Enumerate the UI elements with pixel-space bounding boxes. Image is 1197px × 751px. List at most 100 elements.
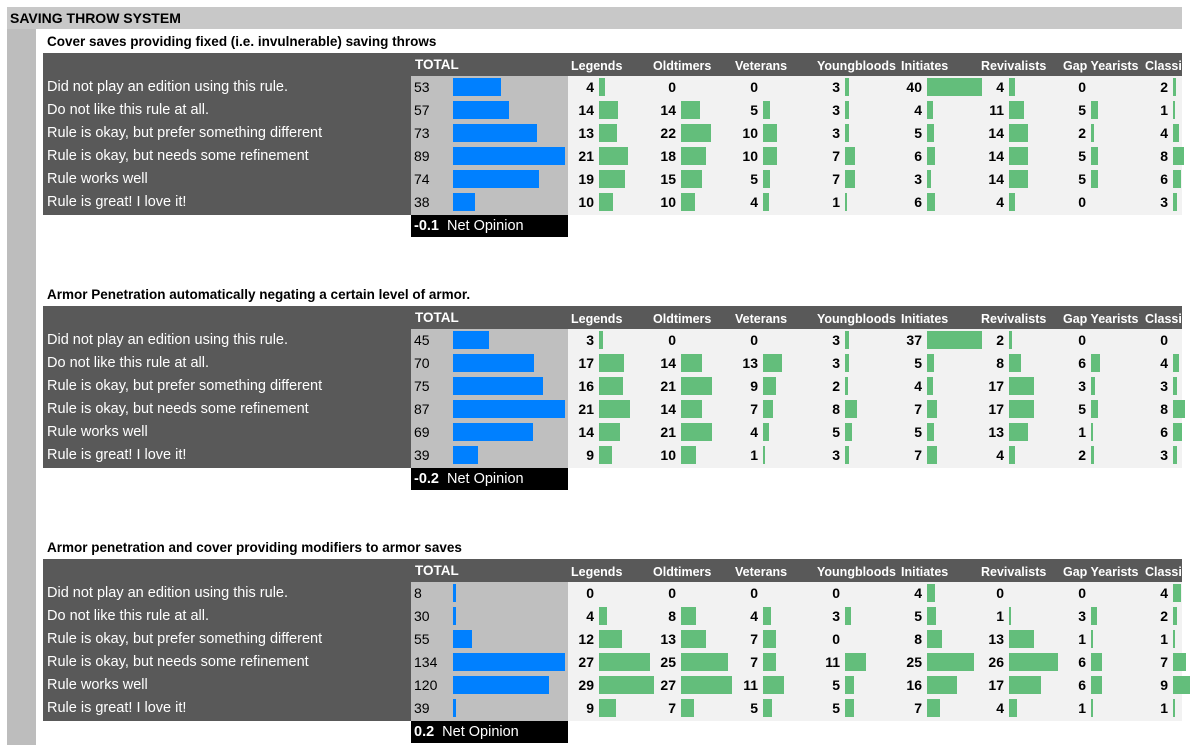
- group-value: 2: [996, 332, 1004, 348]
- group-bar: [681, 423, 713, 441]
- total-bar: [453, 354, 535, 372]
- group-header-revivalists: Revivalists: [981, 565, 1047, 579]
- group-bar: [599, 653, 651, 671]
- group-bar: [763, 147, 777, 165]
- total-value: 8: [414, 585, 422, 601]
- group-header-revivalists: Revivalists: [981, 59, 1047, 73]
- group-value: 22: [660, 125, 676, 141]
- header-bar: [411, 559, 1182, 582]
- group-value: 0: [750, 79, 758, 95]
- total-bar: [453, 584, 456, 602]
- group-bar: [1173, 630, 1175, 648]
- total-value: 39: [414, 447, 430, 463]
- group-bar: [1009, 78, 1015, 96]
- group-value: 7: [914, 700, 922, 716]
- group-value: 8: [668, 608, 676, 624]
- group-bar: [763, 607, 771, 625]
- group-bar: [1173, 124, 1179, 142]
- total-header: TOTAL: [415, 310, 459, 325]
- group-bar: [763, 423, 769, 441]
- group-bar: [1091, 124, 1094, 142]
- row-label: Rule works well: [47, 171, 148, 187]
- group-value: 4: [996, 194, 1004, 210]
- total-bar: [453, 377, 544, 395]
- group-value: 7: [668, 700, 676, 716]
- group-value: 27: [660, 677, 676, 693]
- group-bar: [1009, 446, 1015, 464]
- group-header-veterans: Veterans: [735, 312, 788, 326]
- group-value: 1: [1160, 631, 1168, 647]
- total-bar: [453, 653, 565, 671]
- group-bar: [845, 607, 851, 625]
- row-label: Did not play an edition using this rule.: [47, 585, 289, 601]
- group-value: 9: [750, 378, 758, 394]
- row-label: Rule is great! I love it!: [47, 447, 187, 463]
- group-bar: [927, 331, 982, 349]
- group-value: 11: [825, 654, 840, 670]
- group-value: 4: [914, 102, 922, 118]
- group-bar: [681, 147, 706, 165]
- net-opinion-label: Net Opinion: [447, 218, 524, 234]
- total-value: 38: [414, 194, 430, 210]
- group-value: 21: [578, 401, 594, 417]
- group-value: 13: [742, 355, 758, 371]
- group-value: 0: [586, 585, 594, 601]
- total-bar: [453, 423, 533, 441]
- group-value: 25: [906, 654, 922, 670]
- group-value: 7: [914, 447, 922, 463]
- group-value: 11: [989, 102, 1004, 118]
- group-bar: [681, 170, 702, 188]
- group-bar: [599, 354, 625, 372]
- group-value: 9: [586, 447, 594, 463]
- group-bar: [845, 676, 855, 694]
- group-bar: [599, 630, 622, 648]
- group-value: 4: [996, 700, 1004, 716]
- group-bar: [599, 446, 613, 464]
- group-bar: [1173, 354, 1179, 372]
- group-bar: [763, 630, 777, 648]
- group-bar: [845, 78, 850, 96]
- group-bar: [1009, 354, 1021, 372]
- group-bar: [845, 331, 850, 349]
- net-opinion-value: 0.2: [414, 724, 435, 740]
- group-header-legends: Legends: [571, 59, 623, 73]
- row-label: Rule works well: [47, 424, 148, 440]
- group-value: 5: [832, 677, 840, 693]
- group-bar: [927, 377, 933, 395]
- total-bar: [453, 607, 456, 625]
- group-bar: [927, 699, 941, 717]
- group-value: 15: [660, 171, 676, 187]
- group-header-gap-yearists: Gap Yearists: [1063, 312, 1139, 326]
- group-value: 29: [578, 677, 594, 693]
- group-value: 0: [1160, 332, 1168, 348]
- group-value: 4: [1160, 355, 1168, 371]
- group-value: 19: [578, 171, 594, 187]
- left-gray-strip: [7, 29, 36, 745]
- group-value: 14: [988, 148, 1004, 164]
- group-bar: [763, 653, 777, 671]
- group-value: 16: [578, 378, 594, 394]
- group-value: 0: [1078, 585, 1086, 601]
- survey-section: Cover saves providing fixed (i.e. invuln…: [43, 31, 1197, 245]
- total-value: 120: [414, 677, 438, 693]
- row-label: Rule is okay, but prefer something diffe…: [47, 631, 323, 647]
- group-bar: [1173, 377, 1178, 395]
- group-bar: [1009, 170, 1029, 188]
- group-value: 0: [996, 585, 1004, 601]
- group-value: 7: [914, 401, 922, 417]
- group-value: 3: [914, 171, 922, 187]
- group-value: 3: [1160, 194, 1168, 210]
- group-bar: [681, 630, 706, 648]
- group-value: 2: [1160, 608, 1168, 624]
- group-value: 21: [660, 424, 676, 440]
- total-value: 55: [414, 631, 430, 647]
- group-value: 8: [832, 401, 840, 417]
- group-bar: [763, 354, 783, 372]
- group-bar: [927, 584, 935, 602]
- group-value: 10: [578, 194, 594, 210]
- group-value: 11: [743, 677, 758, 693]
- group-bar: [927, 147, 936, 165]
- group-value: 5: [832, 424, 840, 440]
- group-value: 17: [988, 378, 1004, 394]
- group-value: 0: [750, 585, 758, 601]
